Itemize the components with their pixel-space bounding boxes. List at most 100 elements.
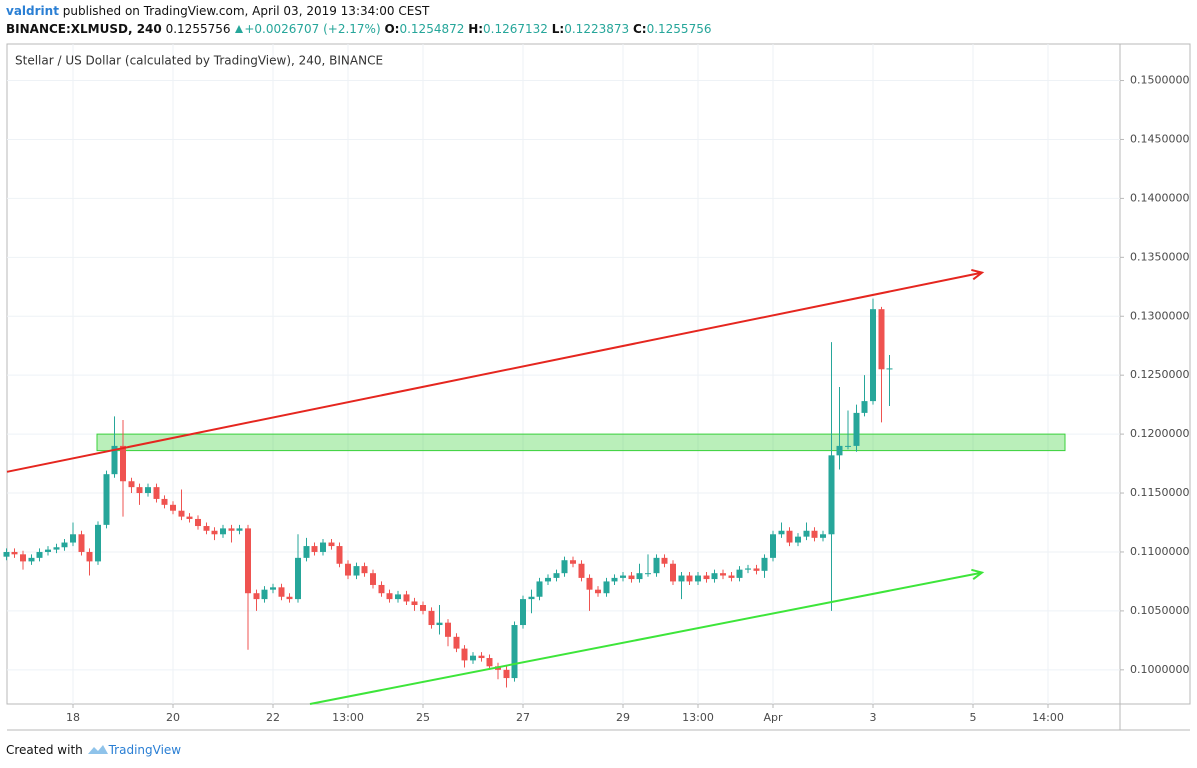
candle-body: [720, 573, 726, 576]
candle-body: [345, 563, 351, 576]
x-tick-label: 20: [166, 711, 180, 724]
trendline-arrow: [971, 568, 985, 580]
candle-body: [136, 487, 143, 494]
candle-body: [261, 589, 268, 600]
candle-body: [653, 557, 660, 574]
low: 0.1223873: [564, 22, 630, 36]
published: published on TradingView.com, April 03, …: [62, 4, 430, 18]
trendline: [6, 271, 983, 473]
high: 0.1267132: [483, 22, 548, 36]
x-tick-label: 13:00: [332, 711, 364, 724]
candle-body: [811, 530, 818, 538]
last-price: 0.1255756: [165, 22, 231, 36]
candle-body: [320, 542, 326, 552]
candle-body: [486, 658, 493, 667]
x-tick-label: Apr: [763, 711, 783, 724]
candle-body: [3, 551, 10, 557]
candle-body: [353, 566, 360, 576]
x-tick-label: 3: [870, 711, 877, 724]
y-tick-label: 0.1450000: [1130, 132, 1190, 145]
candle-body: [786, 530, 793, 543]
candle-body: [278, 587, 285, 597]
y-tick-label: 0.1100000: [1130, 545, 1190, 558]
candle-body: [178, 510, 185, 517]
candle-body: [803, 530, 810, 537]
o-label: O:: [384, 22, 400, 36]
candle-body: [461, 648, 468, 661]
candle-body: [403, 594, 410, 602]
candle-body: [61, 542, 68, 548]
created-with: Created with: [6, 743, 83, 757]
candle-body: [111, 445, 118, 475]
trendline-arrow: [971, 268, 985, 281]
y-tick-label: 0.1150000: [1130, 486, 1190, 499]
candle-body: [411, 601, 418, 605]
candle-body: [120, 445, 126, 482]
footer: Created with TradingView: [6, 743, 181, 757]
candle-body: [445, 622, 451, 637]
candle-body: [128, 481, 135, 488]
x-tick-label: 18: [66, 711, 80, 724]
candle-body: [270, 587, 276, 590]
y-tick-label: 0.1500000: [1130, 74, 1190, 87]
candle-body: [586, 577, 593, 590]
candle-body: [145, 487, 151, 494]
l-label: L:: [551, 22, 565, 36]
candle-body: [311, 546, 318, 552]
candle-body: [828, 455, 835, 535]
candle-body: [778, 530, 785, 535]
candle-body: [45, 549, 51, 552]
candle-body: [836, 445, 843, 456]
candle-body: [536, 581, 543, 597]
candle-body: [20, 554, 26, 562]
candle-body: [286, 596, 293, 600]
author: valdrint: [6, 4, 59, 18]
candle-body: [395, 594, 401, 600]
candle-body: [336, 546, 343, 564]
x-tick-label: 29: [616, 711, 630, 724]
candle-body: [603, 581, 610, 594]
candle-body: [220, 528, 226, 535]
candle-body: [753, 568, 760, 571]
candle-body: [761, 557, 768, 571]
quote-line: BINANCE:XLMUSD, 240 0.1255756 +0.0026707…: [6, 22, 711, 36]
candle-body: [420, 605, 426, 611]
candle-body: [453, 636, 460, 649]
candle-body: [186, 516, 193, 519]
y-tick-label: 0.1300000: [1130, 309, 1190, 322]
candle-body: [853, 412, 860, 446]
candle-body: [511, 625, 518, 679]
candle-body: [628, 575, 635, 580]
trendline: [309, 571, 983, 705]
candle-body: [570, 560, 576, 564]
grid: [7, 44, 1124, 708]
y-tick-label: 0.1250000: [1130, 368, 1190, 381]
candle-body: [745, 568, 751, 570]
candle-body: [703, 575, 710, 580]
candle-body: [203, 526, 210, 531]
candle-body: [211, 530, 218, 535]
y-tick-label: 0.1400000: [1130, 191, 1190, 204]
zone: [96, 433, 1066, 452]
x-tick-label: 27: [516, 711, 530, 724]
candle-body: [711, 573, 718, 580]
candle-body: [636, 573, 643, 580]
candle-body: [36, 551, 43, 558]
change: +0.0026707 (+2.17%): [244, 22, 381, 36]
candle-body: [153, 487, 160, 499]
candle-body: [695, 575, 701, 582]
candle-body: [611, 577, 618, 582]
candle-body: [95, 524, 101, 562]
y-tick-label: 0.1200000: [1130, 427, 1190, 440]
candle-body: [861, 401, 868, 413]
candle-body: [770, 534, 776, 558]
candle-body: [595, 589, 601, 594]
candle-body: [253, 593, 260, 600]
x-tick-label: 5: [970, 711, 977, 724]
candle-body: [236, 528, 243, 531]
candle-body: [470, 655, 476, 661]
candle-body: [545, 577, 551, 582]
candle-body: [161, 498, 168, 505]
candle-body: [736, 569, 743, 578]
